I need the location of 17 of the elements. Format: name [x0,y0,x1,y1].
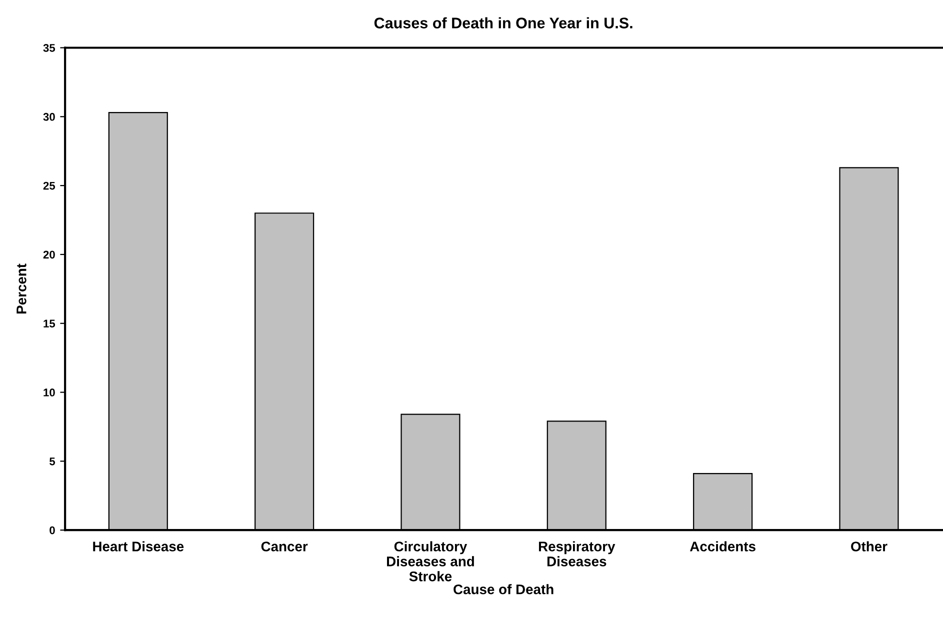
y-tick-label: 35 [43,44,56,52]
y-axis-title: Percent [16,264,26,314]
x-tick-label: Cancer [261,542,308,552]
x-tick-label: Heart Disease [93,541,184,552]
y-tick-label: 20 [43,250,55,259]
y-tick-label: 10 [44,388,55,396]
x-tick-label: Other [851,541,888,552]
y-tick-label: 30 [43,112,55,121]
y-tick-label: 5 [50,458,56,466]
chart-title: Causes of Death in One Year in U.S. [374,17,632,28]
y-tick-label: 0 [50,526,55,534]
y-tick-label: 15 [44,320,56,328]
x-tick-label: Accidents [690,541,756,552]
x-tick-label: Respiratory Diseases [538,541,616,566]
x-axis-title: Cause of Death [454,584,554,594]
y-tick-label: 25 [43,182,56,190]
x-tick-label: Circulatory Diseases and Stroke [387,541,474,582]
